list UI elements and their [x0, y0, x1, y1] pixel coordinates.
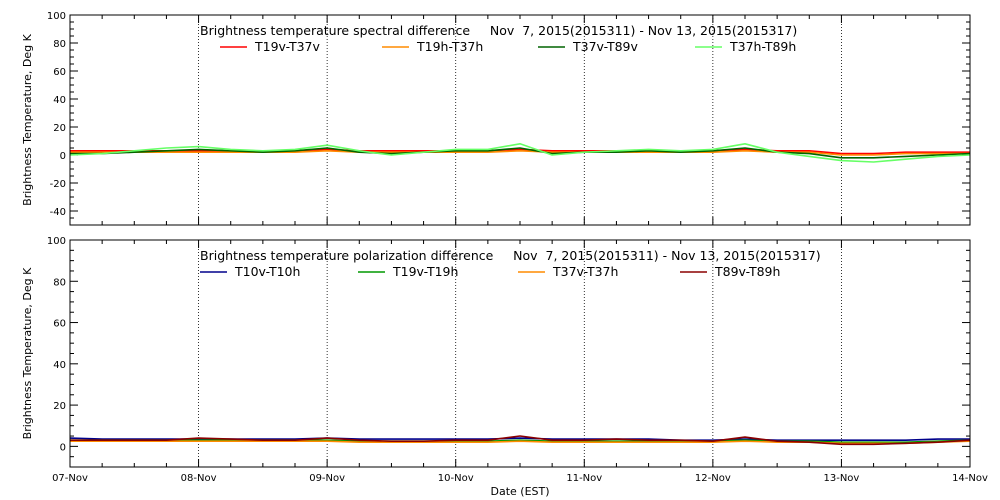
x-tick-label: 13-Nov — [823, 473, 859, 484]
y-axis-title: Brightness Temperature, Deg K — [21, 33, 34, 205]
y-tick-label: 80 — [53, 39, 66, 50]
legend: T19v-T37v T19h-T37h T37v-T89v T37h-T89h — [220, 39, 796, 54]
x-tick-label: 09-Nov — [309, 473, 345, 484]
y-tick-label: 60 — [53, 319, 66, 330]
legend-label: T19v-T19h — [392, 264, 458, 279]
x-tick-label: 08-Nov — [181, 473, 217, 484]
series-line-T37h-T89h — [69, 143, 971, 163]
y-tick-label: 20 — [53, 401, 66, 412]
panel-2: 0 20 40 60 80 100 Brightness temperature polar… — [21, 236, 971, 468]
legend-label: T89v-T89h — [714, 264, 780, 279]
y-tick-label: 60 — [53, 67, 66, 78]
chart-title: Brightness temperature spectral differen… — [200, 23, 797, 38]
x-axis-title: Date (EST) — [490, 485, 549, 498]
y-axis-title: Brightness Temperature, Deg K — [21, 267, 34, 439]
y-tick-label: 20 — [53, 123, 66, 134]
x-tick-label: 14-Nov — [952, 473, 988, 484]
legend-label: T10v-T10h — [234, 264, 300, 279]
legend: T10v-T10h T19v-T19h T37v-T37h T89v-T89h — [200, 264, 780, 279]
legend-label: T37v-T89v — [572, 39, 639, 54]
legend-label: T19h-T37h — [416, 39, 483, 54]
series-line-T37v-T89v — [70, 147, 971, 159]
y-tick-label: 100 — [47, 11, 66, 22]
x-tick-label: 10-Nov — [438, 473, 474, 484]
x-tick-label: 11-Nov — [566, 473, 602, 484]
y-tick-label: 80 — [53, 277, 66, 288]
y-tick-label: -40 — [50, 207, 66, 218]
legend-label: T19v-T37v — [254, 39, 321, 54]
x-tick-label: 07-Nov — [52, 473, 88, 484]
y-tick-label: 0 — [60, 442, 66, 453]
y-tick-label: 0 — [60, 151, 66, 162]
plot-frame — [69, 239, 971, 468]
y-tick-label: 40 — [53, 95, 66, 106]
legend-label: T37h-T89h — [729, 39, 796, 54]
y-tick-label: -20 — [50, 179, 66, 190]
y-tick-label: 100 — [47, 236, 66, 247]
series-line-T19h-T37h — [70, 150, 970, 156]
chart-title: Brightness temperature polarization diff… — [200, 248, 821, 263]
series-line-T19v-T19h — [70, 439, 971, 444]
series-line-T89v-T89h — [70, 435, 971, 446]
y-tick-label: 40 — [53, 360, 66, 371]
plot-frame — [69, 14, 971, 226]
x-tick-label: 12-Nov — [695, 473, 731, 484]
panel-1: -40 -20 0 20 40 60 80 100 Brightness temperature… — [21, 11, 971, 226]
legend-label: T37v-T37h — [552, 264, 618, 279]
